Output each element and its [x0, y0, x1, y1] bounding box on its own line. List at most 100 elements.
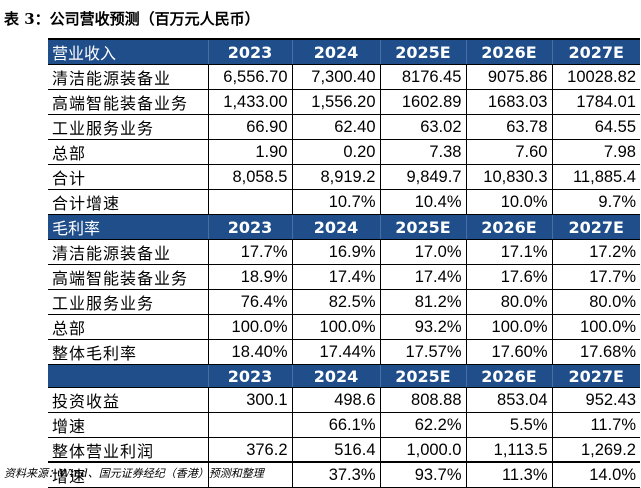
year-header-cell: 2027E	[551, 214, 640, 240]
value-cell: 9.7%	[551, 189, 640, 215]
value-cell	[207, 189, 292, 215]
value-cell: 1,000.0	[379, 437, 466, 464]
year-header-cell: 2025E	[379, 214, 466, 240]
value-cell: 7.60	[465, 139, 552, 165]
table-row: 高端智能装备业务 18.9% 17.4% 17.4% 17.6% 17.7%	[48, 264, 640, 290]
value-cell: 17.44%	[291, 339, 380, 365]
section-header-row: 营业收入 2023 2024 2025E 2026E 2027E	[48, 40, 640, 65]
value-cell: 9075.86	[465, 64, 552, 90]
section-header-row: 2023 2024 2025E 2026E 2027E	[48, 364, 640, 389]
table-row: 合计 8,058.5 8,919.2 9,849.7 10,830.3 11,885.4	[48, 164, 640, 190]
value-cell: 1602.89	[379, 89, 466, 115]
value-cell: 9,849.7	[379, 164, 466, 190]
value-cell: 18.40%	[207, 339, 292, 365]
value-cell: 6,556.70	[207, 64, 292, 90]
value-cell: 7,300.40	[291, 64, 380, 90]
value-cell: 300.1	[207, 387, 292, 414]
table-row: 高端智能装备业务 1,433.00 1,556.20 1602.89 1683.03 17…	[48, 89, 640, 115]
value-cell: 100.0%	[551, 314, 640, 340]
row-label: 工业服务业务	[48, 114, 208, 140]
year-header-cell: 2023	[207, 214, 292, 240]
value-cell: 64.55	[551, 114, 640, 140]
value-cell: 1,433.00	[207, 89, 292, 115]
year-header-cell: 2023	[207, 364, 292, 389]
value-cell: 8,919.2	[291, 164, 380, 190]
table-row: 增速 66.1% 62.2% 5.5% 11.7%	[48, 412, 640, 439]
value-cell: 100.0%	[465, 314, 552, 340]
row-label: 合计	[48, 164, 208, 190]
table-row: 工业服务业务 66.90 62.40 63.02 63.78 64.55	[48, 114, 640, 140]
row-label: 工业服务业务	[48, 289, 208, 315]
value-cell: 18.9%	[207, 264, 292, 290]
year-header-cell: 2026E	[465, 40, 552, 65]
value-cell: 0.20	[291, 139, 380, 165]
value-cell: 376.2	[207, 437, 292, 464]
row-label: 投资收益	[48, 387, 208, 414]
value-cell: 63.78	[465, 114, 552, 140]
value-cell: 10028.82	[551, 64, 640, 90]
value-cell: 11.7%	[551, 412, 640, 439]
value-cell: 93.2%	[379, 314, 466, 340]
value-cell: 7.98	[551, 139, 640, 165]
value-cell: 498.6	[291, 387, 380, 414]
value-cell: 66.90	[207, 114, 292, 140]
value-cell: 7.38	[379, 139, 466, 165]
value-cell: 1,269.2	[551, 437, 640, 464]
value-cell: 17.7%	[551, 264, 640, 290]
value-cell: 82.5%	[291, 289, 380, 315]
table-row: 投资收益 300.1 498.6 808.88 853.04 952.43	[48, 387, 640, 414]
row-label: 高端智能装备业务	[48, 89, 208, 115]
value-cell: 10.4%	[379, 189, 466, 215]
row-label: 总部	[48, 314, 208, 340]
source-footnote: 资料来源：Wind、国元证券经纪（香港）预测和整理	[4, 467, 264, 480]
value-cell: 1784.01	[551, 89, 640, 115]
value-cell: 17.6%	[465, 264, 552, 290]
year-header-cell: 2023	[207, 40, 292, 65]
value-cell: 17.4%	[291, 264, 380, 290]
value-cell: 17.7%	[207, 239, 292, 265]
value-cell: 100.0%	[207, 314, 292, 340]
section-header-row: 毛利率 2023 2024 2025E 2026E 2027E	[48, 214, 640, 240]
year-header-cell: 2024	[291, 214, 380, 240]
row-label: 合计增速	[48, 189, 208, 215]
row-label: 整体营业利润	[48, 437, 208, 464]
section-header-label	[48, 364, 208, 389]
value-cell: 11,885.4	[551, 164, 640, 190]
table-row: 整体毛利率 18.40% 17.44% 17.57% 17.60% 17.68%	[48, 339, 640, 365]
year-header-cell: 2027E	[551, 40, 640, 65]
table-row: 总部 100.0% 100.0% 93.2% 100.0% 100.0%	[48, 314, 640, 340]
row-label: 总部	[48, 139, 208, 165]
value-cell: 100.0%	[291, 314, 380, 340]
value-cell	[207, 412, 292, 439]
value-cell: 80.0%	[465, 289, 552, 315]
row-label: 高端智能装备业务	[48, 264, 208, 290]
value-cell: 17.68%	[551, 339, 640, 365]
value-cell: 8176.45	[379, 64, 466, 90]
value-cell: 66.1%	[291, 412, 380, 439]
value-cell: 62.2%	[379, 412, 466, 439]
year-header-cell: 2024	[291, 40, 380, 65]
value-cell: 17.60%	[465, 339, 552, 365]
table-row: 清洁能源装备业 6,556.70 7,300.40 8176.45 9075.86 100…	[48, 64, 640, 90]
value-cell: 10.0%	[465, 189, 552, 215]
row-label: 整体毛利率	[48, 339, 208, 365]
table-row: 总部 1.90 0.20 7.38 7.60 7.98	[48, 139, 640, 165]
value-cell: 81.2%	[379, 289, 466, 315]
value-cell: 952.43	[551, 387, 640, 414]
value-cell: 5.5%	[465, 412, 552, 439]
value-cell: 10,830.3	[465, 164, 552, 190]
row-label: 增速	[48, 412, 208, 439]
value-cell: 516.4	[291, 437, 380, 464]
table-row: 整体营业利润 376.2 516.4 1,000.0 1,113.5 1,269.2	[48, 437, 640, 464]
table-row: 工业服务业务 76.4% 82.5% 81.2% 80.0% 80.0%	[48, 289, 640, 315]
value-cell: 1,556.20	[291, 89, 380, 115]
value-cell: 1,113.5	[465, 437, 552, 464]
year-header-cell: 2027E	[551, 364, 640, 389]
value-cell: 17.4%	[379, 264, 466, 290]
value-cell: 17.0%	[379, 239, 466, 265]
value-cell: 1683.03	[465, 89, 552, 115]
value-cell: 76.4%	[207, 289, 292, 315]
table-title: 表 3：公司营收预测（百万元人民币）	[4, 10, 260, 28]
value-cell: 17.1%	[465, 239, 552, 265]
table-row: 合计增速 10.7% 10.4% 10.0% 9.7%	[48, 189, 640, 215]
